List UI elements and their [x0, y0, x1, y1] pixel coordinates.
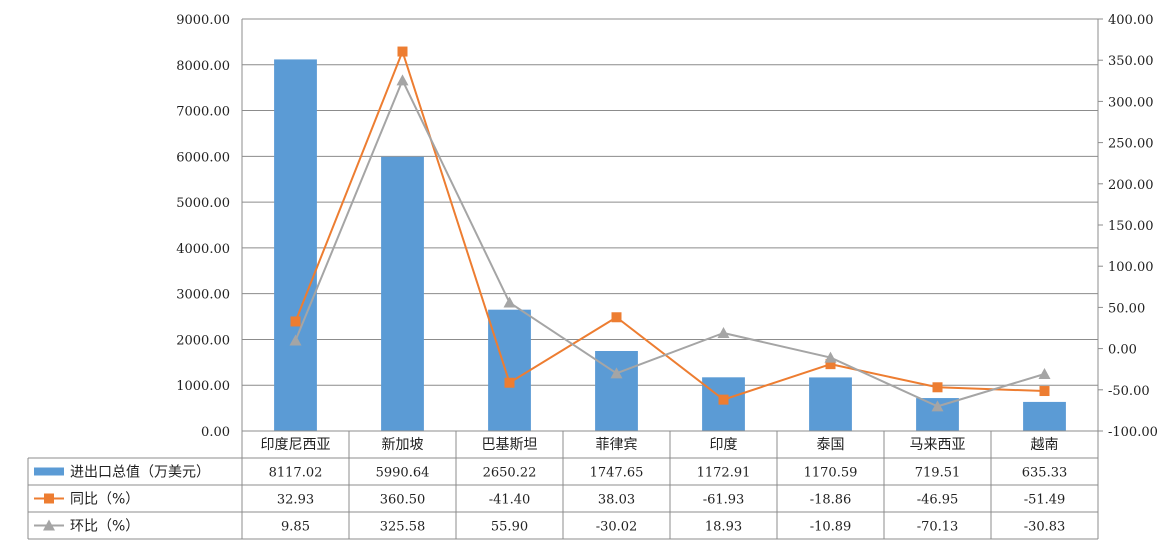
- y-left-tick-label: 8000.00: [176, 59, 230, 74]
- table-cell-value: 5990.64: [376, 466, 430, 481]
- table-cell-value: 8117.02: [269, 466, 323, 481]
- square-marker: [397, 46, 408, 57]
- y-left-tick-label: 1000.00: [176, 379, 230, 394]
- y-left-tick-label: 0.00: [201, 425, 230, 440]
- y-left-tick-label: 3000.00: [176, 288, 230, 303]
- table-cell-value: 9.85: [281, 520, 310, 535]
- table-cell-value: 1172.91: [697, 466, 751, 481]
- triangle-marker: [503, 296, 516, 308]
- category-label: 印度尼西亚: [261, 437, 331, 453]
- series-name: 环比（%）: [70, 519, 139, 535]
- y-right-tick-label: 200.00: [1108, 178, 1154, 193]
- square-marker: [290, 316, 301, 327]
- series-line: [294, 79, 1045, 408]
- y-right-tick-label: 0.00: [1108, 343, 1137, 358]
- y-left-tick-label: 6000.00: [176, 150, 230, 165]
- table-cell-value: -30.83: [1024, 520, 1066, 535]
- category-label: 新加坡: [382, 437, 424, 453]
- y-right-tick-label: 250.00: [1108, 137, 1154, 152]
- table-cell-value: 18.93: [705, 520, 742, 535]
- table-cell-value: -41.40: [489, 493, 531, 508]
- table-cell-value: -70.13: [917, 520, 959, 535]
- table-cell-value: 719.51: [915, 466, 961, 481]
- triangle-marker: [1038, 368, 1051, 380]
- table-cell-value: 1170.59: [804, 466, 858, 481]
- legend-triangle-marker: [43, 519, 55, 531]
- table-cell-value: 1747.65: [590, 466, 644, 481]
- bar: [488, 309, 531, 431]
- y-right-tick-label: 150.00: [1108, 219, 1154, 234]
- table-cell-value: 2650.22: [483, 466, 537, 481]
- table-cell-value: -10.89: [810, 520, 852, 535]
- category-label: 马来西亚: [910, 437, 966, 453]
- y-right-tick-label: 400.00: [1108, 13, 1154, 28]
- table-cell-value: 32.93: [277, 493, 314, 508]
- series-line: [294, 50, 1045, 401]
- y-left-tick-label: 5000.00: [176, 196, 230, 211]
- y-right-tick-label: 100.00: [1108, 260, 1154, 275]
- table-cell-value: 635.33: [1022, 466, 1068, 481]
- legend-bar-key: [34, 467, 64, 476]
- square-marker: [1039, 386, 1050, 397]
- table-cell-value: -46.95: [917, 493, 959, 508]
- square-marker: [611, 312, 622, 323]
- category-label: 菲律宾: [596, 437, 638, 453]
- table-cell-value: 38.03: [598, 493, 635, 508]
- triangle-marker: [396, 74, 409, 86]
- y-right-tick-label: 300.00: [1108, 95, 1154, 110]
- series-name: 同比（%）: [70, 492, 139, 508]
- y-left-tick-label: 2000.00: [176, 333, 230, 348]
- triangle-marker: [931, 400, 944, 412]
- line-series: [289, 46, 1051, 412]
- axes: 0.00 1000.00 2000.00 3000.00 4000.00 5000.00 6…: [176, 13, 1158, 440]
- triangle-marker: [610, 367, 623, 379]
- y-left-tick-label: 7000.00: [176, 105, 230, 120]
- y-left-tick-label: 4000.00: [176, 242, 230, 257]
- category-label: 印度: [710, 437, 738, 453]
- bar: [809, 377, 852, 431]
- triangle-marker: [717, 327, 730, 339]
- bar: [381, 156, 424, 431]
- y-right-tick-label: 350.00: [1108, 54, 1154, 69]
- y-right-tick-label: -100.00: [1108, 425, 1158, 440]
- category-label: 巴基斯坦: [482, 436, 538, 453]
- legend-square-marker: [44, 493, 54, 504]
- bar-series: [274, 59, 1066, 431]
- y-right-tick-label: -50.00: [1108, 384, 1150, 399]
- category-label: 泰国: [817, 437, 845, 453]
- grid-lines: [242, 18, 1098, 432]
- square-marker: [504, 377, 515, 388]
- bar: [274, 59, 317, 431]
- table-cell-value: -51.49: [1024, 493, 1066, 508]
- table-cell-value: 55.90: [491, 520, 528, 535]
- square-marker: [932, 382, 943, 393]
- bar: [1023, 401, 1066, 431]
- table-cell-value: 360.50: [380, 493, 426, 508]
- table-cell-value: -30.02: [596, 520, 638, 535]
- category-label: 越南: [1031, 437, 1059, 453]
- square-marker: [718, 394, 729, 405]
- y-right-tick-label: 50.00: [1108, 301, 1145, 316]
- table-cell-value: 325.58: [380, 520, 426, 535]
- triangle-marker: [824, 351, 837, 363]
- table-cell-value: -61.93: [703, 493, 745, 508]
- triangle-marker: [289, 334, 302, 346]
- table-cell-value: -18.86: [810, 493, 852, 508]
- square-marker: [825, 359, 836, 370]
- series-name: 进出口总值（万美元）: [70, 465, 210, 481]
- y-left-tick-label: 9000.00: [176, 13, 230, 28]
